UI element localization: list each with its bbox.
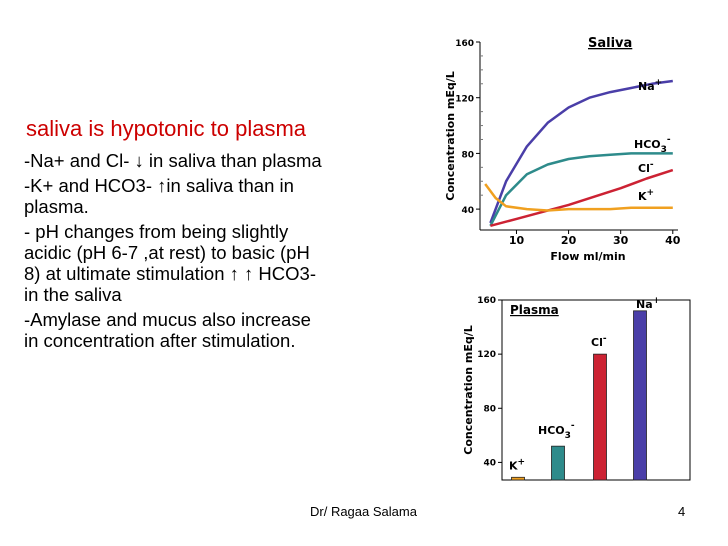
series-line [489,152,673,227]
x-tick-label: 10 [509,234,525,247]
bullet-line: acidic (pH 6-7 ,at rest) to basic (pH [24,242,310,263]
plasma-bar-chart: Plasma 40 80 120 160 Concentration mEq/L K+ HCO… [462,296,691,481]
bullet-list: -Na+ and Cl- ↓ in saliva than plasma -K+… [24,150,434,355]
bullet-line: 8) at ultimate stimulation ↑ ↑ HCO3- [24,263,316,284]
bar-label: Na+ [636,296,660,311]
y-tick-label: 40 [461,206,474,216]
bullet-item: -K+ and HCO3- ↑in saliva than in plasma. [24,175,434,217]
series-label: K+ [638,188,654,203]
y-tick-label: 160 [455,39,474,49]
page-number: 4 [678,504,686,519]
y-tick-label: 120 [455,95,474,105]
bullet-item: -Amylase and mucus also increase in conc… [24,309,434,351]
x-tick-label: 30 [613,234,629,247]
series-label: Cl- [638,160,654,175]
y-tick-label: 120 [477,350,496,360]
chart-title: Saliva [588,36,632,51]
bar [593,353,607,481]
y-tick-label: 40 [483,458,496,468]
bar-label: Cl- [591,334,607,349]
x-tick-label: 20 [561,234,577,247]
saliva-line-chart: Saliva 40 80 120 160 10 20 30 40 Flow ml/min Conce… [444,36,681,263]
bullet-line: plasma. [24,196,89,217]
y-tick-label: 80 [483,404,496,414]
bar-label: K+ [509,457,525,472]
chart-title: Plasma [510,303,559,317]
bar-label: HCO3- [538,421,575,441]
bullet-line: in the saliva [24,284,122,305]
bullet-line: in concentration after stimulation. [24,330,296,351]
y-axis-label: Concentration mEq/L [462,325,475,455]
footer-author: Dr/ Ragaa Salama [310,504,417,519]
bullet-line: -Amylase and mucus also increase [24,309,311,330]
bar [551,445,565,481]
series-label: Na+ [638,78,662,93]
series-line [484,183,673,212]
series-line [490,168,674,228]
bar [511,476,525,481]
bullet-line: - pH changes from being slightly [24,221,289,242]
slide-heading: saliva is hypotonic to plasma [26,116,307,141]
x-axis-label: Flow ml/min [550,250,625,263]
y-axis-label: Concentration mEq/L [444,71,457,201]
bullet-line: -K+ and HCO3- ↑in saliva than in [24,175,294,196]
x-tick-label: 40 [665,234,681,247]
y-tick-label: 160 [477,296,496,306]
series-label: HCO3- [634,135,671,155]
bullet-item: - pH changes from being slightly acidic … [24,221,434,305]
bullet-item: -Na+ and Cl- ↓ in saliva than plasma [24,150,434,171]
series-line [489,79,673,224]
bar [633,310,647,481]
y-tick-label: 80 [461,150,474,160]
bullet-line: -Na+ and Cl- ↓ in saliva than plasma [24,150,322,171]
